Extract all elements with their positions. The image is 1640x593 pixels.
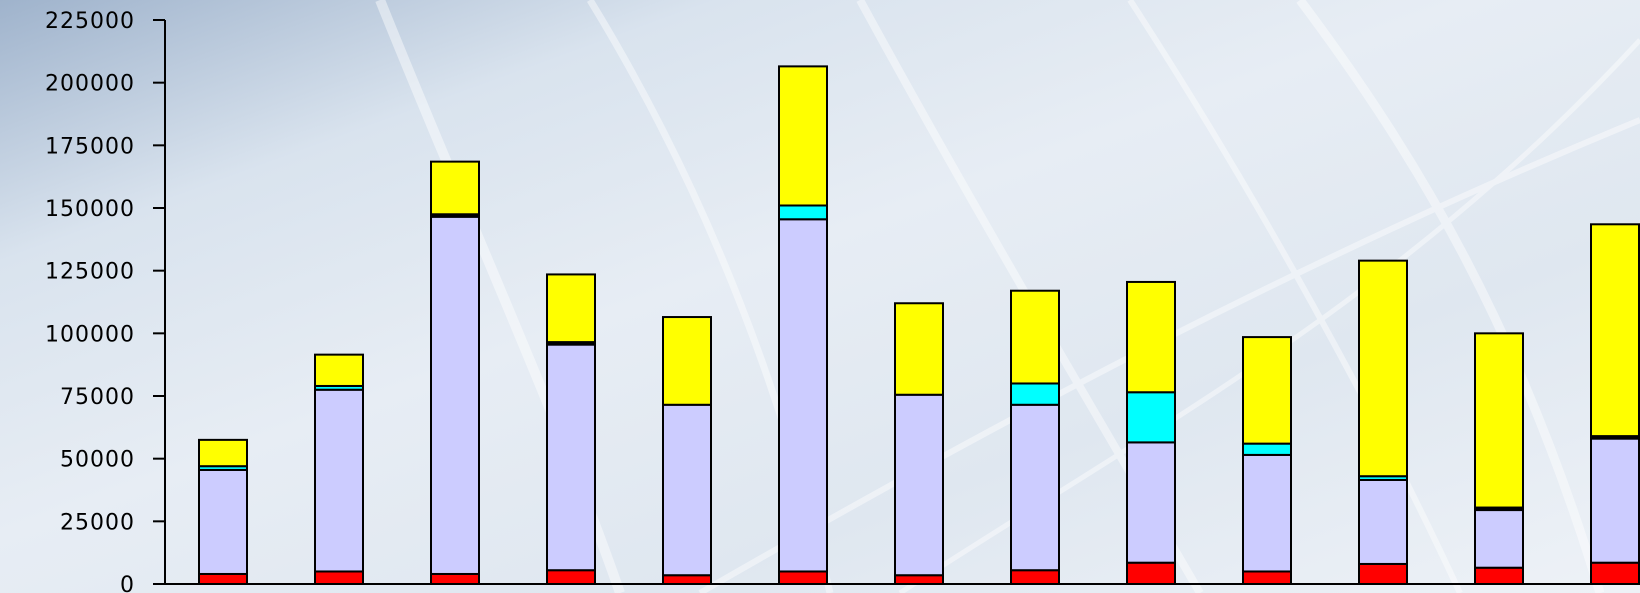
bar-segment xyxy=(198,438,248,468)
bar-segment xyxy=(778,218,828,573)
bar-stack xyxy=(546,273,596,585)
y-tick-label: 150000 xyxy=(45,197,135,222)
bars xyxy=(198,65,1640,586)
y-tick-label: 200000 xyxy=(45,72,135,97)
bar-stack xyxy=(314,353,364,586)
bar-segment xyxy=(894,393,944,577)
bar-segment xyxy=(1358,259,1408,478)
bar-stack xyxy=(778,65,828,586)
bar-segment xyxy=(1242,570,1292,586)
bar-segment xyxy=(778,570,828,586)
y-tick-label: 25000 xyxy=(60,510,135,535)
bar-segment xyxy=(1242,453,1292,573)
bar-segment xyxy=(1126,441,1176,564)
bar-stack xyxy=(1010,289,1060,585)
y-axis-ticks: 0 25000 50000 75000 100000 125000 150000 175000… xyxy=(45,9,165,593)
y-tick-label: 100000 xyxy=(45,322,135,347)
bar-segment xyxy=(1590,223,1640,438)
bar-segment xyxy=(1010,569,1060,585)
bar-segment xyxy=(1474,566,1524,585)
bar-segment xyxy=(1474,509,1524,569)
bar-segment xyxy=(662,574,712,586)
bar-segment xyxy=(778,204,828,221)
bar-segment xyxy=(314,353,364,387)
bar-segment xyxy=(314,388,364,573)
bar-segment xyxy=(430,215,480,575)
bar-segment xyxy=(1474,332,1524,509)
bar-stack xyxy=(430,160,480,585)
bar-segment xyxy=(1358,562,1408,585)
bar-segment xyxy=(662,316,712,406)
bar-segment xyxy=(1242,336,1292,445)
bar-segment xyxy=(546,273,596,344)
bar-segment xyxy=(894,574,944,586)
bar-stack xyxy=(1590,223,1640,586)
bar-stack xyxy=(1358,259,1408,585)
y-tick-label: 125000 xyxy=(45,260,135,285)
bar-stack xyxy=(1126,280,1176,586)
y-tick-label: 50000 xyxy=(60,448,135,473)
bar-segment xyxy=(198,468,248,575)
bar-segment xyxy=(198,572,248,585)
bar-segment xyxy=(314,570,364,586)
y-tick-label: 75000 xyxy=(60,385,135,410)
bar-stack xyxy=(1474,332,1524,585)
bar-segment xyxy=(662,403,712,577)
bar-segment xyxy=(1010,289,1060,385)
bar-segment xyxy=(430,572,480,585)
bar-segment xyxy=(1590,561,1640,586)
bar-segment xyxy=(546,569,596,585)
bar-segment xyxy=(1126,280,1176,394)
bar-segment xyxy=(1126,391,1176,444)
y-tick-label: 175000 xyxy=(45,134,135,159)
bar-segment xyxy=(894,302,944,396)
bar-segment xyxy=(1242,442,1292,456)
bar-stack xyxy=(1242,336,1292,586)
bar-segment xyxy=(778,65,828,207)
bar-segment xyxy=(1126,561,1176,586)
bar-segment xyxy=(1010,382,1060,406)
bar-segment xyxy=(430,160,480,216)
bar-stack xyxy=(662,316,712,586)
bar-segment xyxy=(546,343,596,572)
y-tick-label: 0 xyxy=(120,573,135,593)
y-tick-label: 225000 xyxy=(45,9,135,34)
bar-stack xyxy=(198,438,248,585)
bar-segment xyxy=(1358,478,1408,565)
bar-segment xyxy=(1010,403,1060,572)
bar-stack xyxy=(894,302,944,586)
bar-segment xyxy=(1590,437,1640,564)
